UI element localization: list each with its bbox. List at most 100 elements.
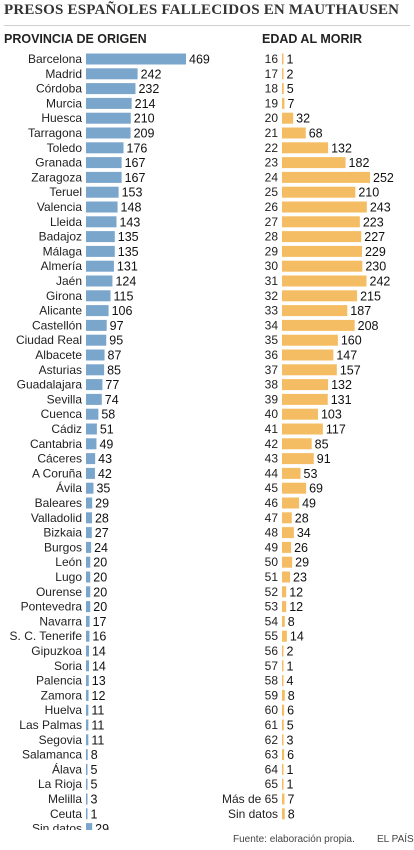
province-label: Alicante xyxy=(39,304,82,318)
age-value: 12 xyxy=(289,585,303,599)
age-label: 44 xyxy=(265,466,279,480)
province-label: Teruel xyxy=(49,185,82,199)
province-value: 469 xyxy=(189,53,210,67)
age-bar xyxy=(282,408,318,420)
age-label: 41 xyxy=(265,422,279,436)
age-label: 47 xyxy=(265,511,279,525)
age-bar xyxy=(282,290,358,302)
province-bar xyxy=(86,201,118,213)
province-label: Girona xyxy=(46,289,82,303)
age-label: 19 xyxy=(265,96,279,110)
age-label: 53 xyxy=(265,600,279,614)
province-value: 214 xyxy=(135,97,156,111)
province-bar xyxy=(86,660,89,672)
age-value: 132 xyxy=(331,141,352,155)
province-bar xyxy=(86,586,91,598)
age-value: 12 xyxy=(289,600,303,614)
province-bar xyxy=(86,512,92,524)
age-label: 63 xyxy=(265,748,279,762)
province-value: 210 xyxy=(134,112,155,126)
province-bar xyxy=(86,245,115,257)
province-bar xyxy=(86,615,90,627)
province-bar xyxy=(86,467,95,479)
province-value: 58 xyxy=(101,408,115,422)
age-label: 26 xyxy=(265,200,279,214)
age-bar xyxy=(282,171,370,183)
age-value: 7 xyxy=(287,793,294,807)
province-bar xyxy=(86,704,89,716)
age-label: 64 xyxy=(265,762,279,776)
province-value: 42 xyxy=(98,467,112,481)
province-bar xyxy=(86,793,88,805)
age-bar xyxy=(282,778,284,790)
province-label: Cantabria xyxy=(30,437,82,451)
province-value: 24 xyxy=(94,541,108,555)
age-bar xyxy=(282,83,284,95)
age-value: 187 xyxy=(350,304,371,318)
age-bar xyxy=(282,675,284,687)
province-bar xyxy=(86,97,132,109)
province-label: Las Palmas xyxy=(19,718,82,732)
age-label: Más de 65 xyxy=(222,792,278,806)
province-label: Palencia xyxy=(36,674,82,688)
province-bar xyxy=(86,438,97,450)
province-value: 5 xyxy=(91,763,98,777)
age-label: 23 xyxy=(265,156,279,170)
province-label: Salamanca xyxy=(22,748,82,762)
province-value: 11 xyxy=(91,704,104,718)
age-label: 59 xyxy=(265,688,279,702)
province-value: 49 xyxy=(99,437,113,451)
age-bar xyxy=(282,482,307,494)
age-bar xyxy=(282,763,284,775)
province-value: 12 xyxy=(92,689,106,703)
province-value: 167 xyxy=(125,156,146,170)
province-bar xyxy=(86,275,113,287)
province-label: Ávila xyxy=(56,480,82,495)
age-label: 16 xyxy=(265,52,279,66)
age-value: 2 xyxy=(287,67,294,81)
province-value: 20 xyxy=(93,556,107,570)
province-label: Zamora xyxy=(41,688,83,702)
province-bar xyxy=(86,334,107,346)
age-label: 49 xyxy=(265,540,279,554)
age-label: 17 xyxy=(265,67,279,81)
province-label: Barcelona xyxy=(28,52,82,66)
province-value: 97 xyxy=(110,319,124,333)
province-value: 29 xyxy=(95,822,109,830)
age-label: 28 xyxy=(265,230,279,244)
age-value: 229 xyxy=(365,245,386,259)
province-value: 153 xyxy=(122,186,143,200)
age-chart-header: EDAD AL MORIR xyxy=(262,32,362,46)
age-label: 52 xyxy=(265,585,279,599)
age-bar xyxy=(282,216,360,228)
province-value: 27 xyxy=(95,526,109,540)
age-label: 65 xyxy=(265,777,279,791)
age-label: 48 xyxy=(265,526,279,540)
province-bar xyxy=(86,630,90,642)
age-value: 1 xyxy=(287,53,294,67)
province-value: 77 xyxy=(105,378,119,392)
province-value: 51 xyxy=(100,423,114,437)
province-value: 95 xyxy=(109,334,123,348)
province-bar xyxy=(86,734,89,746)
province-value: 16 xyxy=(92,630,106,644)
age-value: 131 xyxy=(331,393,352,407)
age-label: 30 xyxy=(265,259,279,273)
age-value: 160 xyxy=(341,334,362,348)
province-value: 8 xyxy=(91,748,98,762)
province-value: 135 xyxy=(118,230,139,244)
age-label: 62 xyxy=(265,733,279,747)
chart-title: PRESOS ESPAÑOLES FALLECIDOS EN MAUTHAUSE… xyxy=(4,2,410,26)
age-label: 42 xyxy=(265,437,279,451)
province-label: León xyxy=(55,555,82,569)
age-bar xyxy=(282,364,337,376)
age-value: 8 xyxy=(288,689,295,703)
age-bar xyxy=(282,142,329,154)
age-label: 33 xyxy=(265,304,279,318)
province-value: 74 xyxy=(105,393,119,407)
age-value: 117 xyxy=(326,423,346,437)
age-value: 2 xyxy=(287,645,294,659)
province-bar xyxy=(86,453,96,465)
age-value: 1 xyxy=(287,763,294,777)
age-bar xyxy=(282,319,355,331)
